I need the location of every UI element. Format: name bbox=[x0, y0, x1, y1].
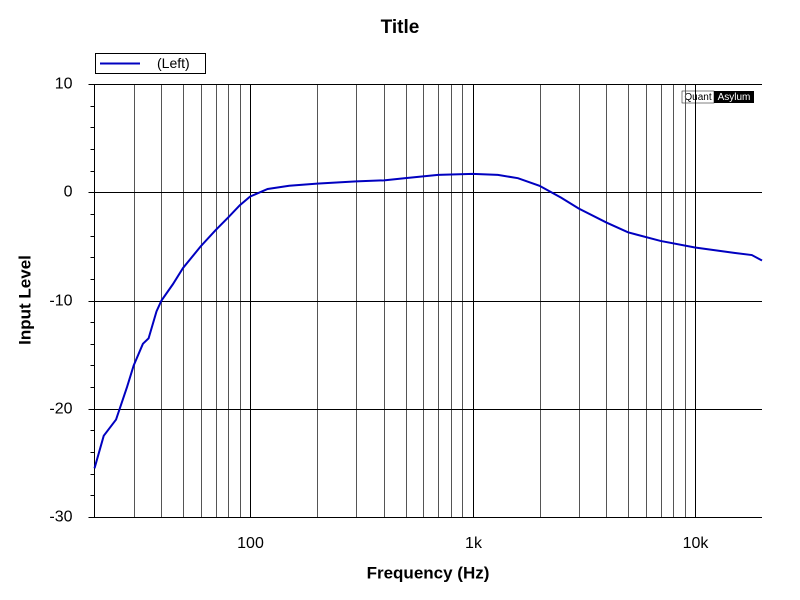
x-tick-label: 1k bbox=[465, 535, 483, 552]
x-tick-label: 100 bbox=[237, 535, 264, 552]
y-tick-label: 0 bbox=[64, 184, 73, 201]
legend bbox=[95, 53, 206, 74]
y-tick-label: -10 bbox=[49, 293, 72, 310]
y-tick-label: -20 bbox=[49, 401, 72, 418]
legend-label: (Left) bbox=[157, 55, 190, 71]
y-axis-label: Input Level bbox=[15, 255, 34, 345]
watermark: Quant bbox=[684, 92, 711, 103]
data-line bbox=[93, 172, 763, 469]
x-tick-label: 10k bbox=[683, 535, 710, 552]
y-tick-label: -30 bbox=[49, 509, 72, 526]
y-tick-label: 10 bbox=[55, 76, 73, 93]
watermark: Asylum bbox=[718, 92, 751, 103]
watermark-box bbox=[714, 91, 754, 103]
x-axis-label: Frequency (Hz) bbox=[367, 563, 490, 582]
chart-title: Title bbox=[381, 17, 420, 38]
